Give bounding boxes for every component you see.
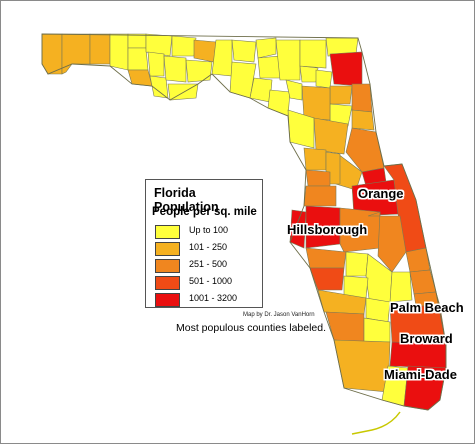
county-leon [193, 39, 217, 63]
county-flagler [351, 109, 375, 131]
map-note: Most populous counties labeled. [176, 322, 327, 334]
label-orange: Orange [358, 186, 404, 201]
county-lafayette [249, 77, 273, 103]
county-bradford [315, 69, 333, 89]
county-hernando [305, 169, 331, 187]
county-madison [231, 39, 257, 63]
florida-keys [351, 411, 401, 435]
county-pasco [303, 185, 337, 207]
legend-label: 251 - 500 [189, 259, 228, 269]
county-glades [365, 297, 391, 323]
county-union [299, 65, 319, 83]
county-liberty [163, 55, 187, 83]
panhandle-counties [41, 33, 385, 191]
map-credit: Map by Dr. Jason VanHorn [243, 312, 315, 318]
legend-swatch [155, 242, 180, 256]
county-okaloosa [89, 33, 111, 65]
county-columbia [275, 39, 301, 81]
county-citrus [303, 147, 327, 171]
county-calhoun [147, 51, 165, 77]
county-sarasota [309, 267, 345, 291]
label-miami-dade: Miami-Dade [384, 367, 457, 382]
county-clay [329, 85, 353, 105]
legend-label: 501 - 1000 [189, 276, 233, 286]
county-hardee [345, 251, 369, 277]
county-gadsden [171, 35, 197, 57]
legend-label: 1001 - 3200 [189, 293, 238, 303]
county-polk [339, 207, 381, 253]
legend-label: 101 - 250 [189, 242, 228, 252]
county-baker [299, 39, 327, 69]
legend-swatch [155, 293, 180, 307]
county-lee [325, 311, 365, 343]
county-manatee [305, 247, 347, 269]
county-gilchrist [285, 79, 303, 101]
legend-subtitle: People per sq. mile [152, 206, 257, 218]
central-counties [289, 163, 441, 323]
legend-swatch [155, 276, 180, 290]
south-counties [325, 305, 447, 411]
county-duval [329, 51, 363, 87]
county-santa-rosa [61, 33, 91, 75]
county-hendry [363, 317, 391, 343]
label-hillsborough: Hillsborough [287, 222, 368, 237]
county-collier [333, 339, 391, 393]
county-marion [313, 117, 349, 155]
map-legend: Florida Population People per sq. mile U… [145, 179, 263, 308]
county-okeechobee [389, 271, 413, 303]
county-pinellas [289, 209, 307, 249]
county-holmes [127, 33, 147, 49]
legend-title: Florida Population [154, 186, 219, 214]
county-alachua [301, 85, 331, 121]
state-outline [41, 33, 447, 411]
county-escambia [41, 33, 63, 75]
label-palm-beach: Palm Beach [390, 300, 464, 315]
label-broward: Broward [400, 331, 453, 346]
legend-swatch [155, 225, 180, 239]
county-st-johns [351, 83, 373, 113]
county-suwannee [257, 55, 281, 79]
legend-label: Up to 100 [189, 225, 229, 235]
county-washington [127, 47, 149, 71]
county-wakulla [185, 59, 213, 83]
county-walton [109, 33, 129, 71]
county-hamilton [255, 37, 277, 59]
legend-swatch [155, 259, 180, 273]
